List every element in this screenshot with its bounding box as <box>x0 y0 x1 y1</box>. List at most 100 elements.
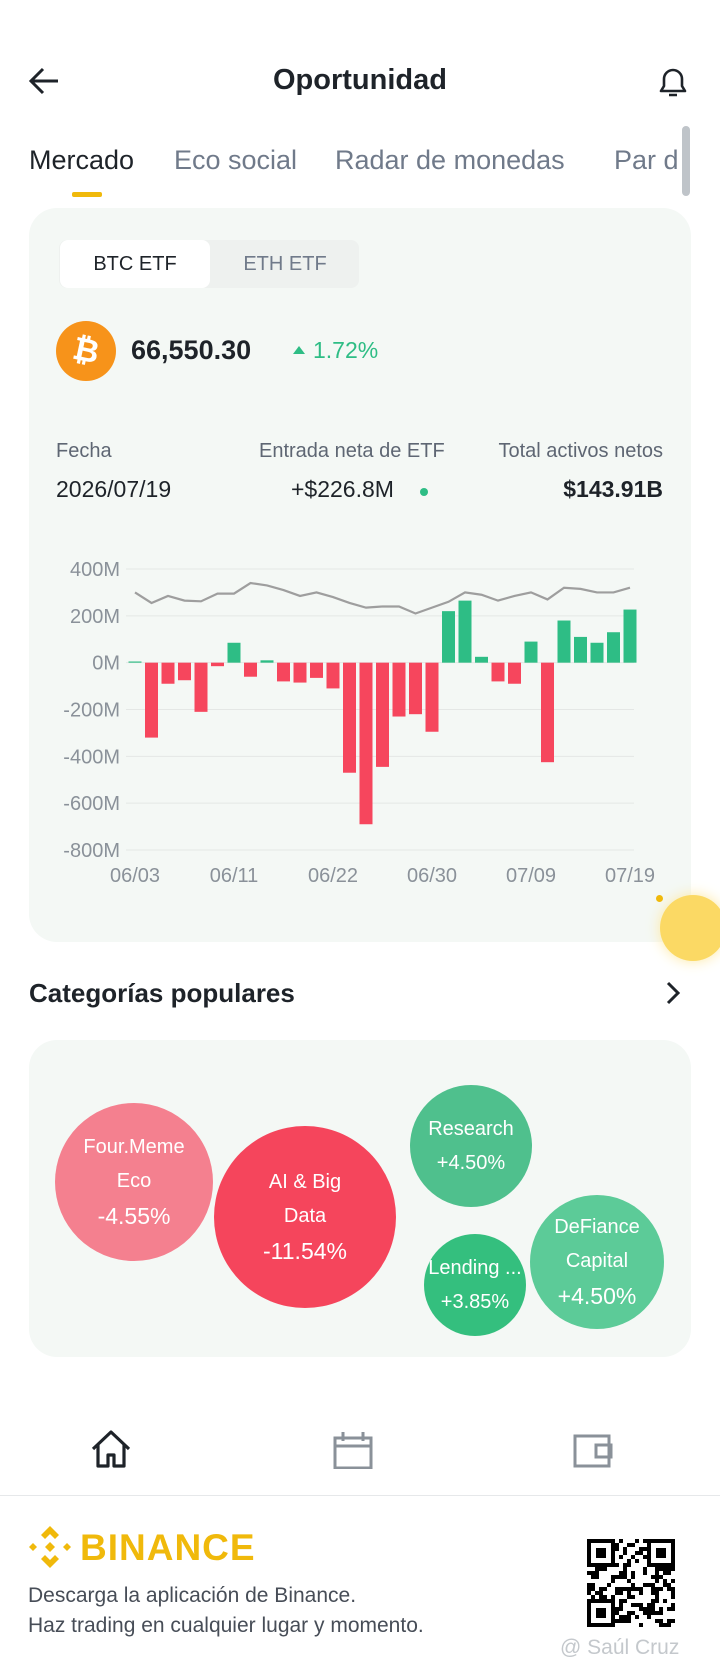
qr-cell <box>671 1579 675 1583</box>
qr-cell <box>623 1599 627 1603</box>
tab[interactable]: Mercado <box>29 145 135 175</box>
qr-cell <box>591 1575 595 1579</box>
qr-cell <box>599 1587 603 1591</box>
y-tick-label: 200M <box>70 606 120 628</box>
qr-cell <box>659 1587 663 1591</box>
qr-cell <box>635 1603 639 1607</box>
calendar-icon[interactable] <box>332 1429 374 1469</box>
qr-cell <box>635 1559 639 1563</box>
bar <box>244 662 257 677</box>
qr-cell <box>671 1591 675 1595</box>
qr-cell <box>615 1591 619 1595</box>
home-icon[interactable] <box>90 1429 132 1469</box>
qr-cell <box>647 1607 651 1611</box>
bubble-change: -4.55% <box>97 1203 171 1229</box>
qr-code[interactable] <box>587 1539 677 1629</box>
assistant-button[interactable] <box>660 895 720 961</box>
brand: BINANCE <box>80 1527 256 1568</box>
y-tick-label: -800M <box>63 840 120 862</box>
qr-cell <box>631 1583 635 1587</box>
qr-cell <box>619 1555 623 1559</box>
stat-label: Fecha <box>56 440 112 462</box>
bar <box>475 656 488 663</box>
qr-cell <box>607 1583 611 1587</box>
category-bubble[interactable]: AI & Big Data -11.54% <box>214 1126 396 1308</box>
category-bubble[interactable]: DeFiance Capital +4.50% <box>530 1195 664 1329</box>
scrollbar <box>682 126 690 196</box>
tab[interactable]: Radar de monedas <box>335 145 565 175</box>
qr-cell <box>663 1571 667 1575</box>
qr-cell <box>667 1567 671 1571</box>
stat-label: Total activos netos <box>498 440 663 462</box>
qr-cell <box>659 1575 663 1579</box>
tab[interactable]: Par d <box>614 145 679 175</box>
bar <box>359 662 373 825</box>
qr-cell <box>635 1615 639 1619</box>
qr-cell <box>651 1607 655 1611</box>
qr-cell <box>627 1595 631 1599</box>
qr-cell <box>623 1587 627 1591</box>
qr-cell <box>671 1607 675 1611</box>
back-button[interactable] <box>28 64 62 98</box>
qr-cell <box>651 1599 655 1603</box>
qr-cell <box>671 1603 675 1607</box>
bubble-label: Four.Meme Eco <box>83 1136 185 1192</box>
chevron[interactable] <box>660 980 686 1006</box>
qr-cell <box>627 1563 631 1567</box>
qr-cell <box>655 1591 659 1595</box>
watermark: @ Saúl Cruz <box>560 1636 680 1659</box>
bell-icon[interactable] <box>655 64 691 100</box>
qr-cell <box>667 1607 671 1611</box>
bar <box>392 662 406 717</box>
bubble-change: -11.54% <box>263 1238 347 1264</box>
category-bubble[interactable]: Lending ... +3.85% <box>424 1234 526 1336</box>
qr-cell <box>623 1619 627 1623</box>
bar <box>376 662 389 767</box>
etf-tab[interactable]: ETH ETF <box>243 253 327 275</box>
wallet-icon[interactable] <box>572 1431 614 1469</box>
qr-cell <box>627 1559 631 1563</box>
qr-cell <box>591 1583 595 1587</box>
stat-value: 2026/07/19 <box>56 476 172 502</box>
x-tick-label: 07/19 <box>605 865 655 887</box>
status-dot <box>420 488 428 496</box>
qr-cell <box>627 1543 631 1547</box>
qr-cell <box>591 1595 595 1599</box>
qr-cell <box>615 1619 619 1623</box>
qr-cell <box>623 1575 627 1579</box>
bar <box>458 600 472 663</box>
qr-cell <box>655 1587 659 1591</box>
assistant-dot <box>656 895 663 902</box>
bar <box>326 662 340 689</box>
bar <box>574 636 587 663</box>
qr-cell <box>631 1595 635 1599</box>
qr-cell <box>659 1607 663 1611</box>
qr-cell <box>619 1603 623 1607</box>
qr-cell <box>655 1595 659 1599</box>
bar <box>409 662 422 715</box>
qr-cell <box>663 1579 667 1583</box>
qr-finder <box>647 1539 675 1567</box>
qr-cell <box>619 1575 623 1579</box>
tab[interactable]: Eco social <box>174 145 298 175</box>
qr-cell <box>595 1567 599 1571</box>
bubble-change: +4.50% <box>557 1283 637 1309</box>
qr-cell <box>663 1567 667 1571</box>
bar <box>524 641 538 663</box>
bar <box>557 620 571 663</box>
etf-tab[interactable]: BTC ETF <box>60 240 210 288</box>
qr-cell <box>611 1595 615 1599</box>
category-bubble[interactable]: Four.Meme Eco -4.55% <box>55 1103 213 1261</box>
qr-cell <box>591 1587 595 1591</box>
qr-cell <box>667 1623 671 1627</box>
qr-cell <box>651 1587 655 1591</box>
category-bubble[interactable]: Research +4.50% <box>410 1085 532 1207</box>
stat-value: +$226.8M <box>291 476 394 502</box>
stat-label: Entrada neta de ETF <box>259 440 445 462</box>
bar <box>541 662 554 763</box>
bar <box>343 662 356 773</box>
qr-cell <box>643 1547 647 1551</box>
qr-cell <box>655 1567 659 1571</box>
bubble-label: Lending ... <box>428 1257 522 1279</box>
